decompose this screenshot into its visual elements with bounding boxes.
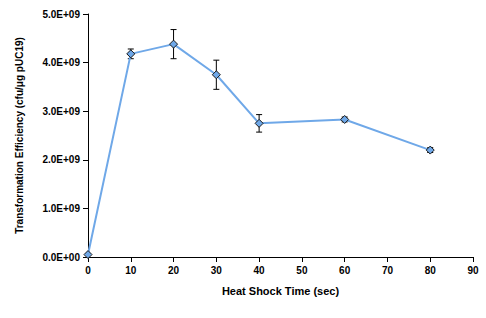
svg-text:4.0E+09: 4.0E+09 — [42, 57, 80, 68]
svg-text:90: 90 — [467, 265, 479, 276]
svg-text:0.0E+00: 0.0E+00 — [42, 252, 80, 263]
svg-text:20: 20 — [168, 265, 180, 276]
svg-text:10: 10 — [125, 265, 137, 276]
svg-text:Heat Shock Time (sec): Heat Shock Time (sec) — [222, 285, 340, 297]
svg-text:2.0E+09: 2.0E+09 — [42, 154, 80, 165]
svg-text:0: 0 — [85, 265, 91, 276]
svg-text:Transformation Efficiency (cfu: Transformation Efficiency (cfu/μg pUC19) — [14, 37, 25, 234]
svg-text:50: 50 — [296, 265, 308, 276]
svg-text:40: 40 — [254, 265, 266, 276]
svg-text:80: 80 — [425, 265, 437, 276]
svg-text:60: 60 — [339, 265, 351, 276]
svg-text:3.0E+09: 3.0E+09 — [42, 106, 80, 117]
svg-text:5.0E+09: 5.0E+09 — [42, 9, 80, 20]
svg-text:70: 70 — [382, 265, 394, 276]
svg-text:30: 30 — [211, 265, 223, 276]
svg-text:1.0E+09: 1.0E+09 — [42, 203, 80, 214]
